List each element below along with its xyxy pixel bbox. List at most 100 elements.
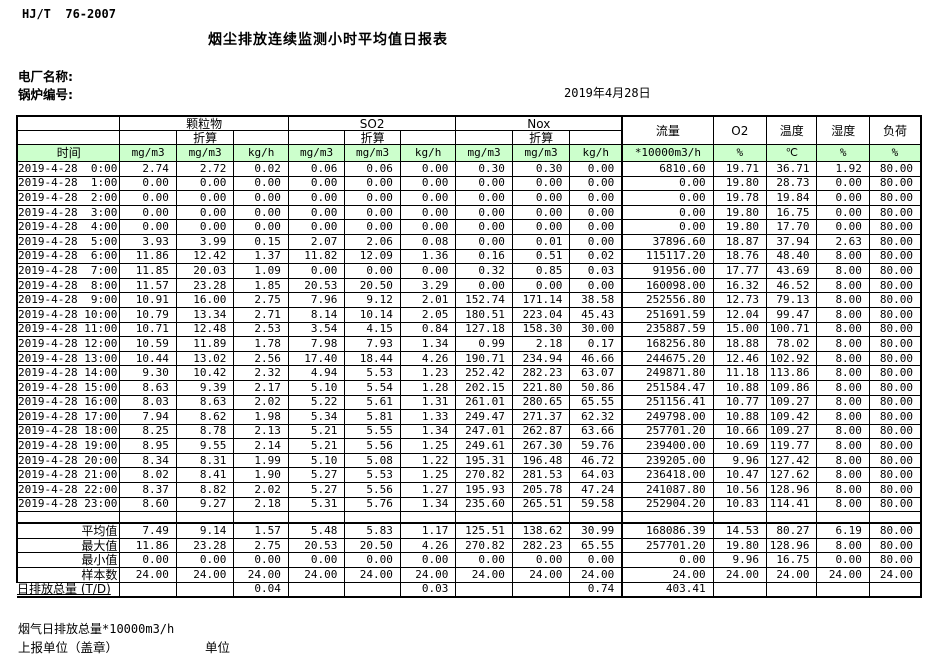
table-row: 2019-4-28 6:00 11.86 12.42 1.37 11.82 12.09 1.… (16, 248, 922, 265)
summary-row: 样本数 24.00 24.00 24.00 24.00 24.00 24.00 24.00 24… (16, 567, 922, 583)
spacer-row (16, 511, 922, 524)
value-cell: 4.94 (287, 365, 346, 381)
value-cell: 0.00 (621, 175, 714, 192)
value-cell: 109.27 (766, 423, 818, 440)
value-cell: 249.61 (455, 438, 513, 454)
unit-cell: ℃ (766, 144, 818, 162)
value-cell: 11.85 (119, 263, 177, 279)
value-cell: 30.99 (569, 522, 623, 539)
header-empty-cell (455, 130, 513, 145)
value-cell: 0.00 (399, 204, 457, 221)
header-group-row: 颗粒物 SO2 Nox 流量 O2 温度 湿度 负荷 (16, 115, 922, 145)
value-cell: 1.09 (233, 263, 289, 279)
value-cell: 18.44 (344, 350, 401, 367)
value-cell: 128.96 (766, 537, 818, 554)
value-cell: 0.00 (816, 190, 870, 206)
value-cell: 249798.00 (621, 409, 714, 425)
summary-row: 最小值 0.00 0.00 0.00 0.00 0.00 0.00 0.00 0.00 0.00 0… (16, 552, 922, 569)
value-cell: 127.62 (766, 467, 818, 484)
value-cell: 249.47 (455, 409, 513, 425)
value-cell: 11.82 (287, 248, 346, 265)
value-cell (287, 581, 346, 599)
value-cell: 19.78 (712, 190, 768, 206)
value-cell: 63.66 (569, 423, 623, 440)
value-cell: 0.04 (233, 581, 289, 599)
value-cell: 127.42 (766, 452, 818, 469)
value-cell: 1.57 (233, 522, 289, 539)
value-cell: 1.25 (399, 438, 457, 454)
value-cell: 0.00 (233, 552, 289, 569)
value-cell: 196.48 (511, 452, 571, 469)
time-cell: 2019-4-28 17:00 (16, 409, 121, 425)
value-cell: 8.00 (816, 350, 870, 367)
value-cell: 158.30 (511, 321, 571, 338)
value-cell: 8.00 (816, 263, 870, 279)
value-cell: 10.83 (712, 496, 768, 513)
value-cell: 20.53 (287, 277, 346, 294)
unit-cell: mg/m3 (287, 144, 346, 162)
value-cell: 0.00 (233, 175, 289, 192)
value-cell: 168086.39 (621, 522, 714, 539)
value-cell: 8.82 (175, 482, 235, 498)
value-cell: 0.00 (344, 552, 401, 569)
value-cell: 0.00 (621, 204, 714, 221)
value-cell (712, 581, 768, 599)
value-cell: 109.27 (766, 394, 818, 411)
value-cell: 0.00 (119, 190, 177, 206)
value-cell: 2.01 (399, 292, 457, 308)
value-cell: 2.07 (287, 233, 346, 250)
value-cell: 1.92 (816, 161, 870, 177)
summary-row: 日排放总量 (T/D) 0.04 0.03 0.74 403.41 (17, 581, 922, 599)
value-cell: 80.00 (868, 496, 922, 513)
value-cell: 24.00 (621, 567, 714, 583)
value-cell: 11.86 (119, 537, 177, 554)
value-cell: 24.00 (712, 567, 768, 583)
value-cell: 0.17 (569, 336, 623, 352)
value-cell: 5.27 (287, 482, 346, 498)
time-cell: 2019-4-28 14:00 (16, 365, 121, 381)
value-cell: 2.56 (233, 350, 289, 367)
value-cell: 13.34 (175, 306, 235, 323)
value-cell: 80.00 (868, 321, 922, 338)
value-cell: 0.00 (287, 219, 346, 235)
value-cell: 281.53 (511, 467, 571, 484)
value-cell: 24.00 (233, 567, 289, 583)
value-cell: 45.43 (569, 306, 623, 323)
value-cell: 2.14 (233, 438, 289, 454)
value-cell: 0.00 (287, 190, 346, 206)
value-cell: 5.81 (344, 409, 401, 425)
value-cell: 8.00 (816, 292, 870, 308)
value-cell: 80.00 (868, 350, 922, 367)
value-cell: 125.51 (455, 522, 513, 539)
col-group-humidity: 湿度 (816, 115, 870, 145)
value-cell: 0.00 (621, 552, 714, 569)
value-cell: 8.00 (816, 452, 870, 469)
value-cell: 205.78 (511, 482, 571, 498)
unit-cell: *10000m3/h (621, 144, 714, 162)
report-date: 2019年4月28日 (564, 86, 651, 100)
time-cell: 2019-4-28 5:00 (16, 233, 121, 250)
value-cell: 0.00 (569, 161, 623, 177)
time-cell: 2019-4-28 16:00 (16, 394, 121, 411)
value-cell: 2.13 (233, 423, 289, 440)
value-cell: 0.00 (175, 219, 235, 235)
value-cell: 24.00 (816, 567, 870, 583)
col-group-pm: 颗粒物 (119, 115, 289, 131)
value-cell: 0.16 (455, 248, 513, 265)
value-cell: 43.69 (766, 263, 818, 279)
value-cell: 8.63 (119, 379, 177, 396)
value-cell: 5.53 (344, 467, 401, 484)
value-cell: 1.23 (399, 365, 457, 381)
value-cell: 8.31 (175, 452, 235, 469)
value-cell: 1.98 (233, 409, 289, 425)
spacer-cell (287, 511, 346, 524)
value-cell: 17.70 (766, 219, 818, 235)
unit-label: 单位 (205, 640, 231, 655)
col-group-o2: O2 (712, 115, 768, 145)
value-cell: 0.00 (455, 190, 513, 206)
value-cell: 160098.00 (621, 277, 714, 294)
value-cell: 8.00 (816, 277, 870, 294)
value-cell: 251156.41 (621, 394, 714, 411)
value-cell: 1.99 (233, 452, 289, 469)
value-cell: 1.28 (399, 379, 457, 396)
